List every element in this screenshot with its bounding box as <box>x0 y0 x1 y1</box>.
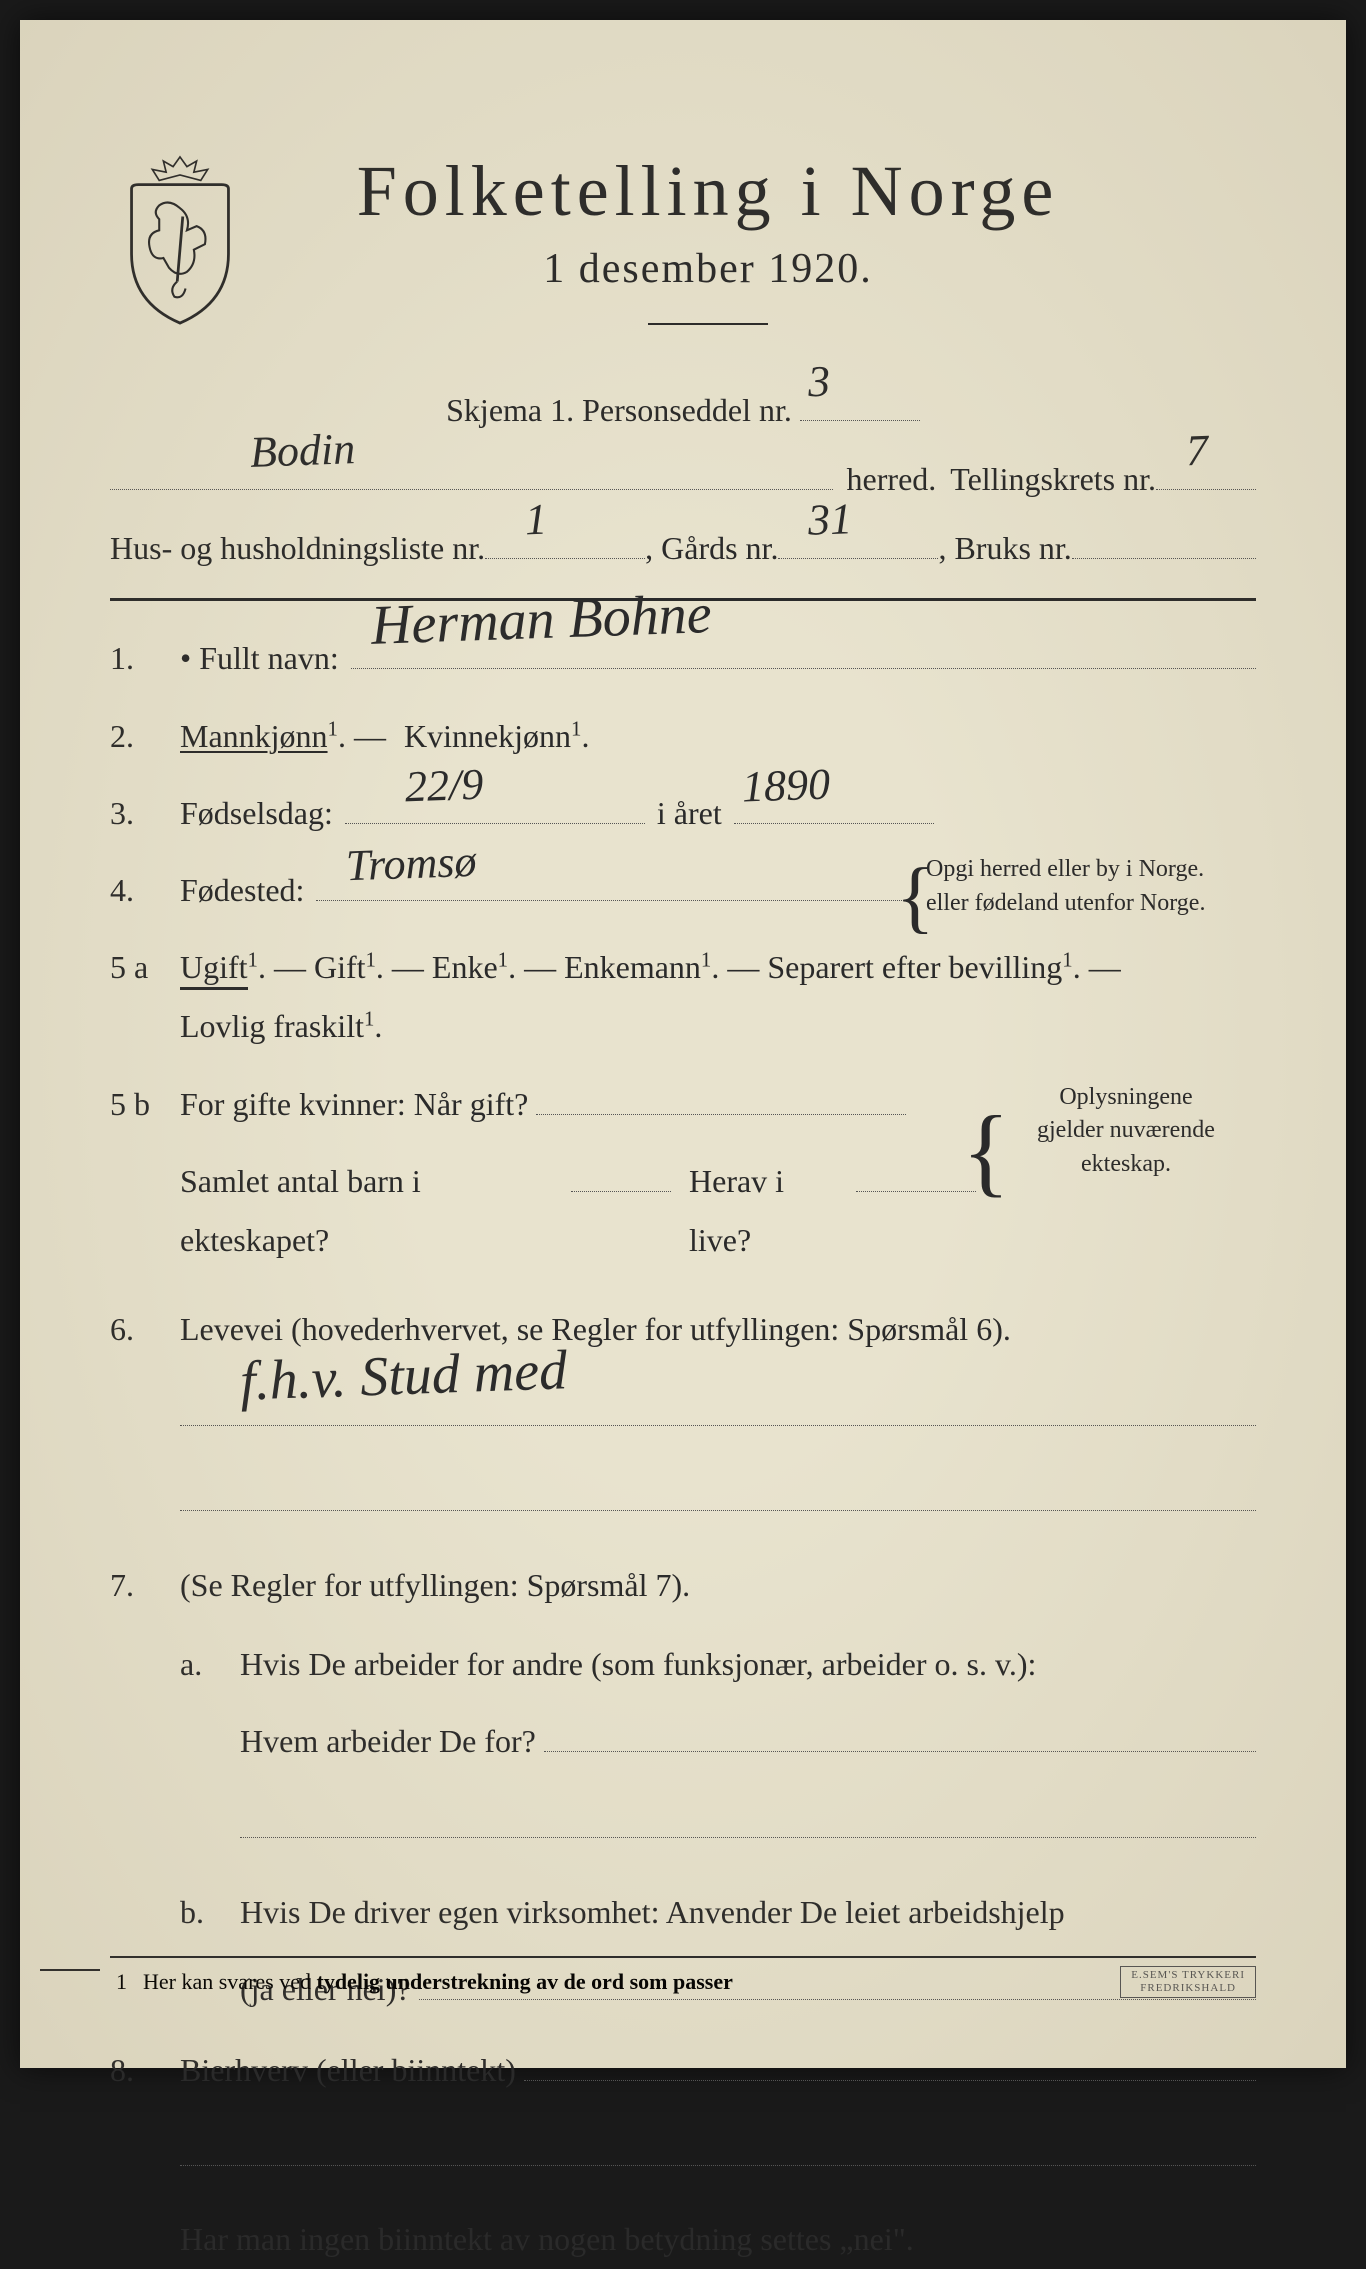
q1-label: • Fullt navn: <box>180 629 339 688</box>
q5a-opt0: Ugift <box>180 949 248 990</box>
q4-value: Tromsø <box>345 820 478 906</box>
q3: 3. Fødselsdag: 22/9 i året 1890 <box>110 784 1256 843</box>
q2-mannkjonn: Mannkjønn <box>180 718 328 754</box>
q6-value: f.h.v. Stud med <box>238 1319 569 1434</box>
main-title: Folketelling i Norge <box>280 150 1136 233</box>
footnote-rule <box>40 1969 100 1995</box>
q3-year-value: 1890 <box>740 744 831 828</box>
q2-sup1: 1 <box>328 717 338 740</box>
q4-label: Fødested: <box>180 861 304 920</box>
hus-value: 1 <box>524 478 549 562</box>
q3-year-label: i året <box>657 784 722 843</box>
q3-label: Fødselsdag: <box>180 784 333 843</box>
q7: 7. (Se Regler for utfyllingen: Spørsmål … <box>110 1556 1256 2019</box>
q5a-num: 5 a <box>110 949 180 986</box>
bruks-label: , Bruks nr. <box>938 518 1071 579</box>
tellingskrets-label: Tellingskrets nr. <box>950 449 1156 510</box>
skjema-label: Skjema 1. Personseddel nr. <box>446 392 792 428</box>
q2: 2. Mannkjønn1. — Kvinnekjønn1. <box>110 707 1256 766</box>
q5b-num: 5 b <box>110 1086 180 1123</box>
q5b-note-l3: ekteskap. <box>996 1148 1256 1182</box>
q5a-opt3: Enkemann <box>564 949 701 985</box>
q6-num: 6. <box>110 1311 180 1348</box>
q8-label: Bierhverv (eller biinntekt) <box>180 2041 516 2100</box>
q5a-opt2: Enke <box>432 949 498 985</box>
title-rule <box>648 323 768 325</box>
footnote-num: 1 <box>116 1969 127 1995</box>
q5a-opt4: Separert efter bevilling <box>767 949 1062 985</box>
brace-icon-2: { <box>962 1081 1010 1221</box>
q7b-num: b. <box>180 1883 204 1942</box>
q6: 6. Levevei (hovederhvervet, se Regler fo… <box>110 1300 1256 1530</box>
q5b-note-l1: Oplysningene <box>996 1081 1256 1115</box>
printer-l2: FREDRIKSHALD <box>1131 1982 1245 1995</box>
tellingskrets-value: 7 <box>1185 409 1210 493</box>
q5b-l2b: Herav i live? <box>689 1152 848 1270</box>
subtitle: 1 desember 1920. <box>280 245 1136 293</box>
q2-sup2: 1 <box>571 717 581 740</box>
q7a-l1: Hvis De arbeider for andre (som funksjon… <box>240 1646 1036 1682</box>
header: Folketelling i Norge 1 desember 1920. <box>110 150 1256 330</box>
q5b-note: { Oplysningene gjelder gjelder nuværende… <box>996 1081 1256 1182</box>
q1-num: 1. <box>110 640 180 677</box>
q5b: 5 b For gifte kvinner: Når gift? Samlet … <box>110 1075 1256 1271</box>
herred-value: Bodin <box>249 407 357 494</box>
printer-l1: E.SEM'S TRYKKERI <box>1131 1969 1245 1982</box>
personseddel-nr-value: 3 <box>806 340 831 424</box>
q7-num: 7. <box>110 1567 180 1604</box>
q7a-num: a. <box>180 1635 202 1694</box>
herred-label: herred. <box>847 449 937 510</box>
q5b-note-l2: gjelder gjelder nuværendenuværende <box>996 1114 1256 1148</box>
census-form-page: Folketelling i Norge 1 desember 1920. Sk… <box>20 20 1346 2068</box>
printer-mark: E.SEM'S TRYKKERI FREDRIKSHALD <box>1120 1966 1256 1998</box>
footnote-text-a: Her kan svares ved <box>143 1969 317 1994</box>
q5a: 5 a Ugift1. — Gift1. — Enke1. — Enkemann… <box>110 938 1256 1056</box>
coat-of-arms-icon <box>110 150 250 330</box>
q4-note: { Opgi herred eller by i Norge. eller fø… <box>926 853 1256 920</box>
q8-tail: Har man ingen biinntekt av nogen betydni… <box>180 2210 1256 2269</box>
q8-num: 8. <box>110 2052 180 2089</box>
q1: 1. • Fullt navn: Herman Bohne <box>110 629 1256 688</box>
q5a-tail: Lovlig fraskilt <box>180 1008 364 1044</box>
q3-num: 3. <box>110 795 180 832</box>
q3-day-value: 22/9 <box>403 744 484 828</box>
q2-dash1: . — <box>338 718 386 754</box>
q1-value: Herman Bohne <box>369 563 713 678</box>
footnote-text-b: tydelig understrekning av de ord som pas… <box>317 1969 733 1994</box>
q4-num: 4. <box>110 872 180 909</box>
title-block: Folketelling i Norge 1 desember 1920. <box>280 150 1256 325</box>
q8: 8. Bierhverv (eller biinntekt) Har man i… <box>110 2041 1256 2269</box>
herred-line: Bodin herred. Tellingskrets nr. 7 <box>110 449 1256 510</box>
q5b-l1a: For gifte kvinner: Når gift? <box>180 1075 528 1134</box>
q4-note-l2: eller fødeland utenfor Norge. <box>926 887 1256 921</box>
q2-num: 2. <box>110 718 180 755</box>
q7b-l1: Hvis De driver egen virksomhet: Anvender… <box>240 1894 1065 1930</box>
q5a-opt1: Gift <box>314 949 366 985</box>
q7-label: (Se Regler for utfyllingen: Spørsmål 7). <box>180 1567 690 1603</box>
hus-label: Hus- og husholdningsliste nr. <box>110 518 485 579</box>
q7a-l2: Hvem arbeider De for? <box>240 1712 536 1771</box>
q5b-l2a: Samlet antal barn i ekteskapet? <box>180 1152 563 1270</box>
footnote: 1 Her kan svares ved tydelig understrekn… <box>110 1956 1256 1998</box>
q4: 4. Fødested: Tromsø { Opgi herred eller … <box>110 861 1256 920</box>
gards-value: 31 <box>807 477 854 562</box>
q4-note-l1: Opgi herred eller by i Norge. <box>926 853 1256 887</box>
brace-icon: { <box>896 841 934 953</box>
